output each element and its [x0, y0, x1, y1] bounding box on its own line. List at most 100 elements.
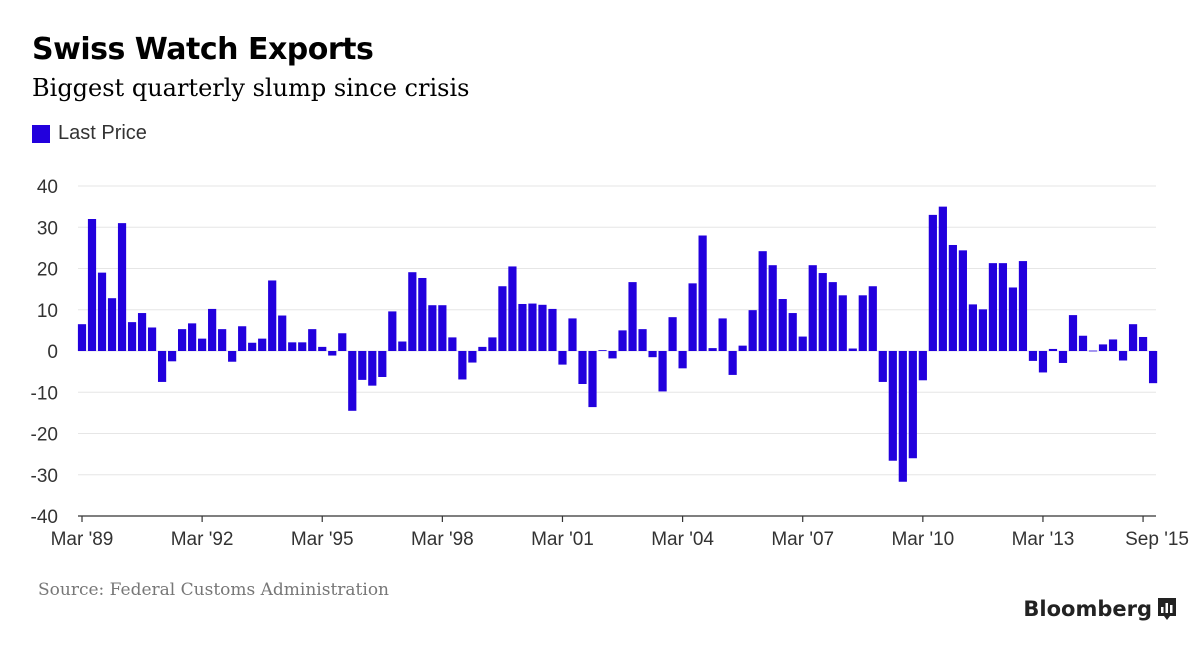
bar: [818, 273, 827, 351]
x-tick-label: Mar '01: [531, 529, 594, 550]
bar: [638, 329, 647, 351]
bar: [888, 351, 897, 461]
legend: Last Price: [32, 122, 147, 145]
bar: [147, 327, 157, 351]
y-tick-label: -40: [31, 507, 58, 528]
bar: [288, 342, 297, 351]
bar: [878, 351, 887, 382]
bar: [968, 304, 977, 351]
bar: [418, 277, 427, 351]
bar: [698, 235, 707, 351]
bar: [1138, 336, 1148, 351]
bar: [248, 342, 257, 351]
bar: [137, 313, 147, 351]
x-tick-label: Mar '89: [51, 529, 114, 550]
source-note: Source: Federal Customs Administration: [38, 580, 390, 600]
bar: [1148, 351, 1158, 384]
bar: [628, 282, 637, 351]
bar: [97, 272, 107, 352]
bar: [1028, 351, 1038, 361]
bar: [348, 351, 357, 411]
bar: [378, 351, 387, 377]
bar: [1038, 351, 1048, 373]
x-tick-label: Sep '15: [1125, 529, 1189, 550]
legend-label: Last Price: [58, 122, 147, 144]
bar: [508, 266, 517, 351]
bar: [278, 315, 287, 351]
bar: [958, 250, 967, 351]
bar: [117, 223, 127, 352]
bar: [618, 330, 627, 352]
bar: [198, 338, 207, 352]
bar: [688, 283, 697, 351]
bar: [318, 346, 327, 352]
bar: [658, 351, 667, 392]
bar: [338, 333, 347, 351]
bar: [328, 351, 337, 356]
bar: [768, 265, 777, 351]
y-axis-labels: 40 30 20 10 0 -10 -20 -30 -40: [31, 177, 58, 528]
x-tick-label: Mar '98: [411, 529, 474, 550]
bar: [538, 304, 547, 351]
bar: [648, 351, 657, 358]
y-tick-label: -10: [31, 383, 58, 404]
bar: [918, 351, 927, 381]
bar: [1048, 348, 1058, 351]
bar: [157, 351, 167, 382]
bar: [127, 322, 137, 352]
bar: [1128, 324, 1138, 351]
bar: [448, 337, 457, 351]
x-tick-label: Mar '07: [771, 529, 834, 550]
brand-name: Bloomberg: [1023, 597, 1152, 621]
bar: [548, 308, 557, 351]
bar: [928, 214, 937, 352]
bar: [398, 341, 407, 351]
bar: [978, 309, 987, 351]
bar: [598, 350, 607, 351]
bar: [1098, 344, 1108, 351]
bar: [428, 305, 437, 351]
y-tick-label: 10: [37, 301, 58, 322]
bar: [668, 317, 677, 351]
bar: [438, 305, 447, 351]
bar: [458, 351, 467, 380]
bar: [898, 351, 907, 482]
bar: [848, 348, 857, 351]
legend-swatch: [32, 124, 50, 143]
bar: [107, 298, 117, 351]
bar: [178, 329, 187, 351]
bar: [838, 295, 847, 351]
bar: [1008, 287, 1018, 351]
bar: [568, 318, 577, 351]
bar: [308, 329, 317, 351]
y-tick-label: 40: [37, 177, 58, 198]
bar: [718, 318, 727, 351]
bar: [528, 303, 537, 351]
bar: [218, 329, 227, 351]
bar: [748, 310, 757, 351]
bar: [208, 308, 217, 351]
bar: [258, 338, 267, 352]
bar: [228, 351, 237, 362]
bar: [87, 219, 97, 351]
bar: [948, 244, 957, 351]
bar: [1088, 350, 1098, 352]
bar: [808, 265, 817, 351]
chart-title: Swiss Watch Exports: [32, 32, 374, 67]
bar: [1068, 315, 1078, 351]
x-tick-label: Mar '13: [1012, 529, 1075, 550]
bar: [188, 323, 197, 351]
x-axis-labels: Mar '89 Mar '92 Mar '95 Mar '98 Mar '01 Mar '…: [51, 529, 1189, 550]
bar: [1118, 351, 1128, 361]
bar: [868, 286, 877, 351]
bar: [358, 351, 367, 380]
bar: [778, 299, 787, 351]
bar: [828, 282, 837, 351]
bar: [468, 351, 477, 363]
chart-subtitle: Biggest quarterly slump since crisis: [32, 74, 470, 102]
bar: [368, 351, 377, 386]
y-tick-label: -20: [31, 425, 58, 446]
bar: [788, 313, 797, 351]
bar: [608, 351, 617, 359]
bar: [588, 351, 597, 408]
